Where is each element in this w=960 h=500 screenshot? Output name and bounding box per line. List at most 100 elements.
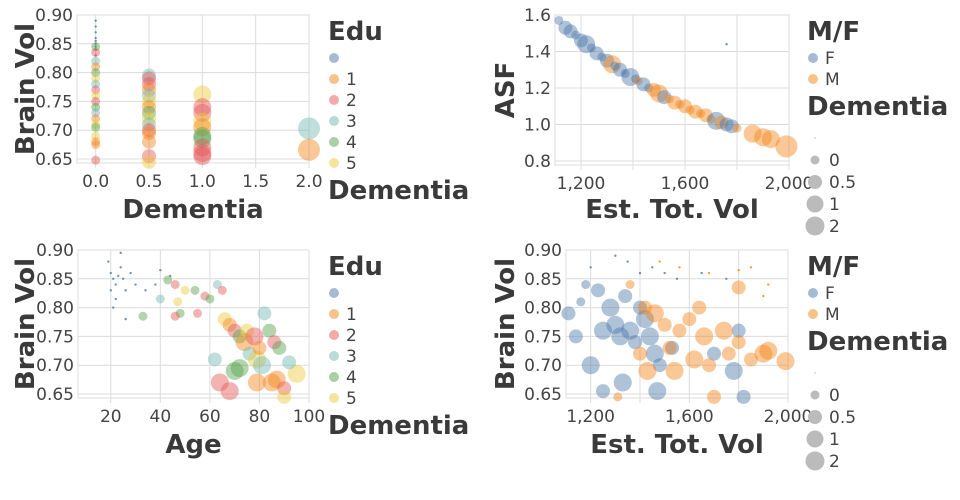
- data-point[interactable]: [618, 289, 633, 304]
- data-point[interactable]: [91, 68, 101, 78]
- data-point[interactable]: [240, 323, 255, 338]
- data-point[interactable]: [91, 91, 101, 101]
- data-point[interactable]: [142, 117, 156, 132]
- data-point[interactable]: [637, 300, 652, 315]
- data-point[interactable]: [603, 55, 622, 74]
- data-point[interactable]: [155, 294, 165, 304]
- data-point[interactable]: [731, 335, 746, 350]
- data-point[interactable]: [170, 280, 180, 290]
- data-point[interactable]: [657, 317, 672, 332]
- data-point[interactable]: [94, 45, 97, 48]
- data-point[interactable]: [732, 123, 742, 133]
- data-point[interactable]: [173, 297, 183, 307]
- data-point[interactable]: [646, 82, 661, 97]
- data-point[interactable]: [633, 76, 643, 86]
- data-point[interactable]: [121, 277, 125, 280]
- data-point[interactable]: [129, 271, 132, 275]
- data-point[interactable]: [205, 294, 215, 304]
- data-point[interactable]: [91, 108, 101, 118]
- data-point[interactable]: [591, 283, 606, 298]
- data-point[interactable]: [210, 373, 229, 392]
- data-point[interactable]: [706, 114, 716, 124]
- data-point[interactable]: [707, 111, 726, 130]
- data-point[interactable]: [776, 352, 795, 371]
- data-point[interactable]: [621, 68, 640, 87]
- data-point[interactable]: [581, 280, 591, 290]
- data-point[interactable]: [91, 131, 101, 141]
- data-point[interactable]: [257, 306, 272, 321]
- data-point[interactable]: [91, 114, 101, 124]
- data-point[interactable]: [762, 294, 765, 298]
- data-point[interactable]: [581, 356, 600, 375]
- data-point[interactable]: [737, 268, 740, 272]
- data-point[interactable]: [277, 389, 292, 404]
- data-point[interactable]: [267, 370, 286, 389]
- data-point[interactable]: [731, 280, 746, 295]
- data-point[interactable]: [678, 99, 692, 114]
- data-point[interactable]: [163, 275, 173, 285]
- data-point[interactable]: [652, 358, 667, 373]
- data-point[interactable]: [600, 53, 614, 68]
- data-point[interactable]: [225, 361, 244, 380]
- data-point[interactable]: [719, 117, 734, 132]
- data-point[interactable]: [142, 77, 156, 92]
- data-point[interactable]: [142, 94, 156, 109]
- data-point[interactable]: [685, 105, 695, 115]
- data-point[interactable]: [640, 327, 659, 346]
- data-point[interactable]: [94, 39, 97, 43]
- data-point[interactable]: [633, 300, 647, 315]
- data-point[interactable]: [109, 289, 112, 292]
- data-point[interactable]: [91, 102, 101, 112]
- data-point[interactable]: [287, 364, 306, 383]
- data-point[interactable]: [124, 317, 127, 321]
- data-point[interactable]: [272, 340, 287, 355]
- data-point[interactable]: [222, 317, 237, 332]
- data-point[interactable]: [586, 43, 596, 53]
- data-point[interactable]: [112, 306, 115, 309]
- data-point[interactable]: [154, 283, 157, 286]
- data-point[interactable]: [725, 43, 728, 46]
- data-point[interactable]: [91, 140, 101, 150]
- data-point[interactable]: [620, 68, 630, 78]
- data-point[interactable]: [633, 346, 647, 361]
- data-point[interactable]: [94, 19, 97, 22]
- data-point[interactable]: [635, 310, 654, 329]
- data-point[interactable]: [91, 85, 101, 95]
- data-point[interactable]: [725, 277, 728, 280]
- data-point[interactable]: [91, 47, 101, 57]
- data-point[interactable]: [767, 283, 770, 286]
- data-point[interactable]: [749, 266, 753, 269]
- data-point[interactable]: [94, 42, 97, 45]
- data-point[interactable]: [707, 346, 721, 361]
- data-point[interactable]: [142, 111, 156, 126]
- data-point[interactable]: [698, 108, 713, 123]
- data-point[interactable]: [561, 306, 576, 321]
- data-point[interactable]: [212, 280, 222, 290]
- data-point[interactable]: [648, 382, 667, 401]
- data-point[interactable]: [193, 144, 212, 163]
- data-point[interactable]: [568, 329, 583, 344]
- data-point[interactable]: [193, 98, 212, 117]
- data-point[interactable]: [114, 283, 117, 286]
- data-point[interactable]: [558, 20, 573, 35]
- data-point[interactable]: [761, 130, 780, 149]
- data-point[interactable]: [247, 350, 266, 369]
- data-point[interactable]: [678, 266, 681, 269]
- data-point[interactable]: [682, 312, 697, 327]
- data-point[interactable]: [692, 300, 707, 315]
- data-point[interactable]: [744, 352, 758, 367]
- data-point[interactable]: [613, 62, 627, 77]
- data-point[interactable]: [644, 83, 654, 93]
- data-point[interactable]: [638, 271, 642, 275]
- data-point[interactable]: [193, 147, 212, 166]
- data-point[interactable]: [107, 260, 110, 263]
- data-point[interactable]: [702, 358, 717, 373]
- data-point[interactable]: [743, 124, 762, 143]
- data-point[interactable]: [267, 335, 282, 350]
- data-point[interactable]: [667, 95, 682, 110]
- data-point[interactable]: [91, 62, 101, 72]
- data-point[interactable]: [696, 109, 706, 119]
- data-point[interactable]: [193, 129, 212, 148]
- data-point[interactable]: [170, 311, 180, 321]
- data-point[interactable]: [142, 100, 156, 115]
